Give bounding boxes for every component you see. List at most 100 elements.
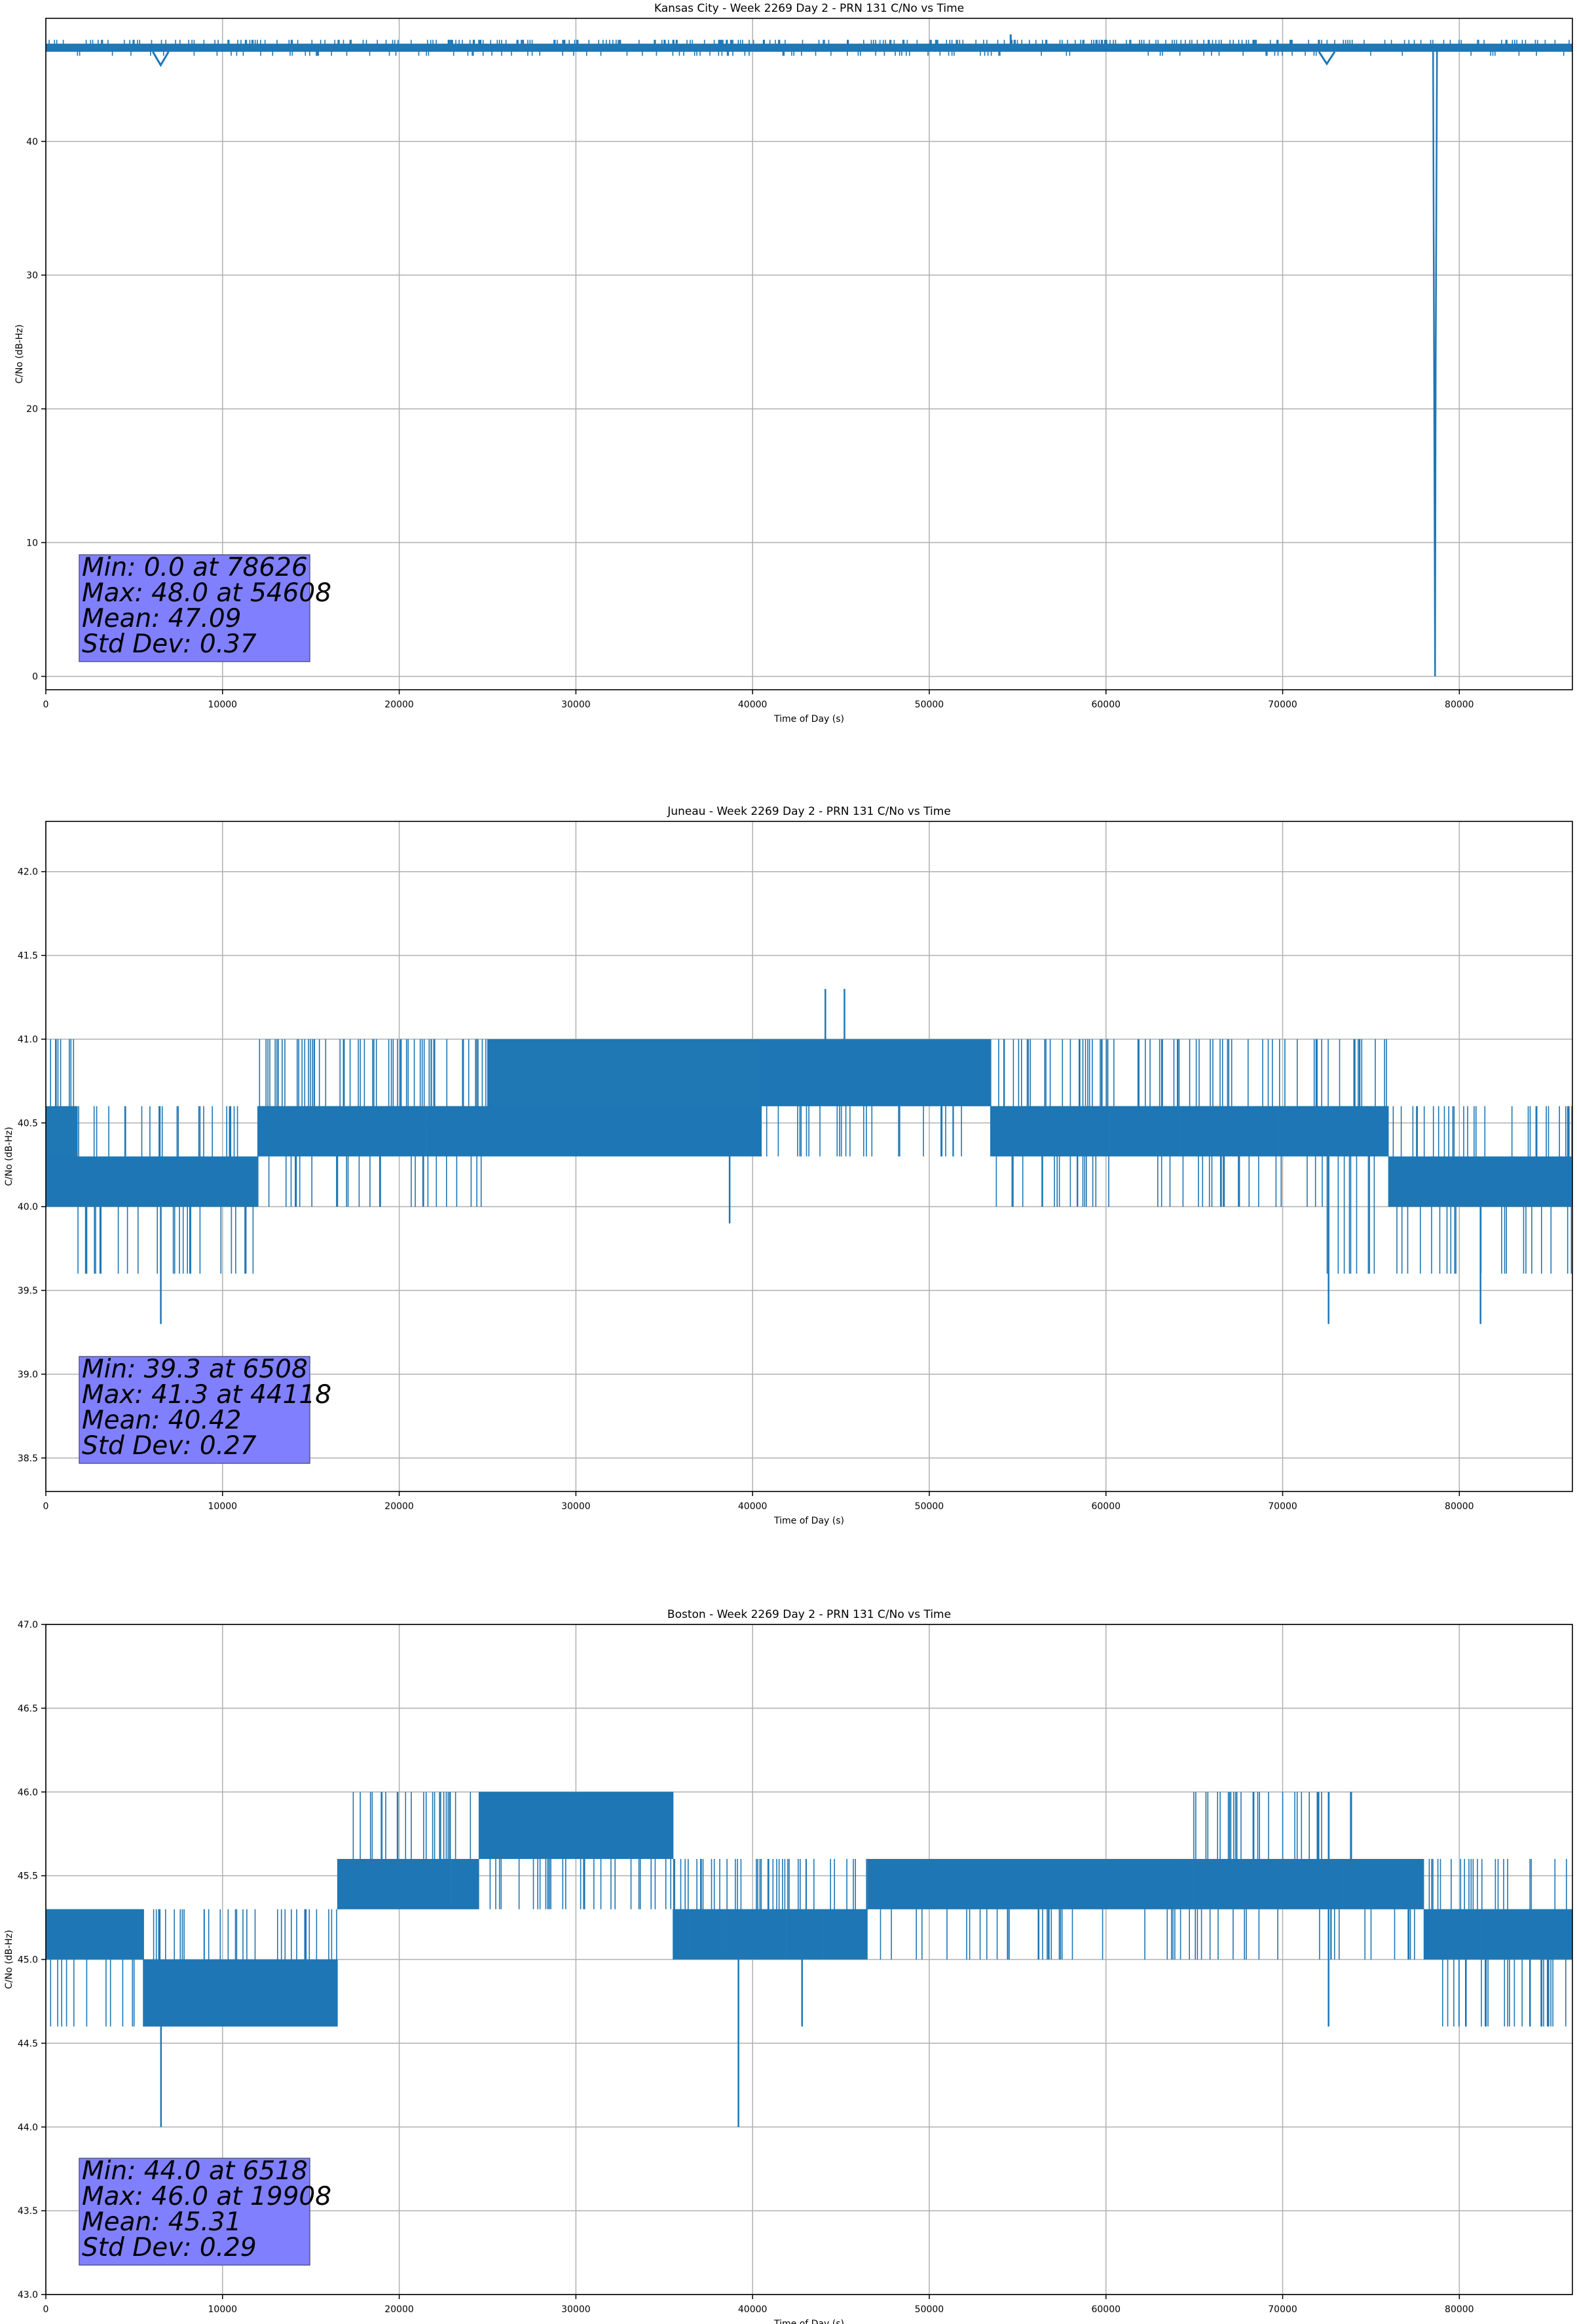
- stats-line: Max: 41.3 at 44118: [82, 1380, 331, 1410]
- y-tick-label: 40: [26, 137, 38, 147]
- data-series: [46, 988, 1572, 1324]
- series-band: [761, 1039, 992, 1106]
- x-tick-label: 80000: [1445, 2304, 1474, 2315]
- stats-line: Std Dev: 0.37: [82, 629, 257, 659]
- series-band: [673, 1909, 868, 1960]
- y-tick-label: 47.0: [18, 1620, 38, 1630]
- x-tick-label: 50000: [915, 700, 944, 710]
- x-tick-label: 20000: [384, 2304, 414, 2315]
- series-band: [1424, 1909, 1572, 1960]
- stats-box: [79, 554, 310, 662]
- x-tick-label: 50000: [915, 1501, 944, 1512]
- stats-line: Mean: 47.09: [82, 604, 241, 633]
- chart-title: Boston - Week 2269 Day 2 - PRN 131 C/No …: [667, 1608, 951, 1621]
- chart-panel: 0 10000 20000 30000 40000 50000 60000 70000 8000…: [14, 2, 1573, 724]
- data-series: [46, 34, 1572, 677]
- y-tick-label: 41.5: [18, 951, 38, 962]
- chart-panel: 0 10000 20000 30000 40000 50000 60000 70000 8000…: [4, 805, 1573, 1526]
- series-band: [257, 1106, 488, 1157]
- x-tick-label: 30000: [561, 1501, 591, 1512]
- series-dip: [152, 51, 170, 67]
- chart-panel: 0 10000 20000 30000 40000 50000 60000 70000 8000…: [4, 1608, 1573, 2324]
- series-band: [1176, 1859, 1354, 1909]
- x-tick-label: 70000: [1268, 700, 1297, 710]
- x-axis-label: Time of Day (s): [773, 1516, 844, 1526]
- y-tick-label: 45.5: [18, 1871, 38, 1882]
- y-tick-label: 0: [32, 672, 38, 683]
- x-tick-label: 60000: [1091, 700, 1121, 710]
- series-band: [1326, 1106, 1389, 1157]
- axes-frame: [45, 1624, 1573, 2295]
- y-axis-label: C/No (dB-Hz): [14, 324, 25, 383]
- series-band: [487, 1106, 762, 1157]
- y-tick-label: 45.0: [18, 1955, 38, 1966]
- y-tick-label: 44.5: [18, 2038, 38, 2049]
- series-band: [337, 1859, 479, 1909]
- axes-frame: [45, 821, 1573, 1492]
- x-tick-label: 10000: [208, 1501, 238, 1512]
- series-band: [991, 1106, 1327, 1157]
- chart-title: Juneau - Week 2269 Day 2 - PRN 131 C/No …: [667, 805, 951, 818]
- stats-line: Min: 0.0 at 78626: [82, 553, 308, 582]
- series-band: [46, 43, 1572, 52]
- x-tick-label: 60000: [1091, 2304, 1121, 2315]
- y-tick-label: 43.0: [18, 2290, 38, 2300]
- stats-line: Std Dev: 0.27: [82, 1431, 257, 1461]
- x-tick-label: 70000: [1268, 1501, 1297, 1512]
- series-band: [77, 1156, 258, 1207]
- x-tick-label: 10000: [208, 2304, 238, 2315]
- y-tick-label: 20: [26, 404, 38, 415]
- y-tick-label: 40.5: [18, 1118, 38, 1129]
- series-band: [1388, 1156, 1572, 1207]
- y-tick-label: 46.0: [18, 1788, 38, 1798]
- y-tick-label: 38.5: [18, 1453, 38, 1464]
- x-tick-label: 40000: [738, 700, 768, 710]
- y-tick-label: 39.5: [18, 1286, 38, 1296]
- stats-line: Max: 48.0 at 54608: [82, 578, 331, 608]
- x-tick-label: 40000: [738, 1501, 768, 1512]
- series-band: [143, 1959, 338, 2027]
- y-tick-label: 44.0: [18, 2122, 38, 2133]
- x-tick-label: 60000: [1091, 1501, 1121, 1512]
- axes-frame: [45, 18, 1573, 690]
- x-tick-label: 30000: [561, 700, 591, 710]
- series-band: [867, 1859, 1177, 1909]
- x-tick-label: 50000: [915, 2304, 944, 2315]
- series-dip: [1318, 51, 1336, 66]
- stats-line: Mean: 45.31: [82, 2207, 241, 2237]
- stats-line: Min: 39.3 at 6508: [82, 1355, 308, 1384]
- series-band: [478, 1791, 673, 1860]
- x-tick-label: 0: [43, 700, 49, 710]
- x-tick-label: 20000: [384, 1501, 414, 1512]
- stats-line: Mean: 40.42: [82, 1406, 241, 1435]
- y-tick-label: 10: [26, 538, 38, 548]
- y-axis-label: C/No (dB-Hz): [4, 1127, 14, 1186]
- x-tick-label: 10000: [208, 700, 238, 710]
- x-tick-label: 40000: [738, 2304, 768, 2315]
- x-axis-label: Time of Day (s): [773, 714, 844, 724]
- x-tick-label: 80000: [1445, 700, 1474, 710]
- stats-line: Min: 44.0 at 6518: [82, 2156, 308, 2186]
- series-band: [46, 1156, 78, 1207]
- y-tick-label: 30: [26, 271, 38, 281]
- series-band: [46, 1909, 143, 1960]
- x-tick-label: 30000: [561, 2304, 591, 2315]
- y-tick-label: 43.5: [18, 2206, 38, 2217]
- stats-line: Std Dev: 0.29: [82, 2233, 257, 2262]
- x-tick-label: 0: [43, 2304, 49, 2315]
- stats-box: [79, 2158, 310, 2266]
- x-tick-label: 80000: [1445, 1501, 1474, 1512]
- stats-box: [79, 1356, 310, 1464]
- y-tick-label: 40.0: [18, 1202, 38, 1212]
- chart-title: Kansas City - Week 2269 Day 2 - PRN 131 …: [654, 2, 964, 15]
- y-tick-label: 42.0: [18, 867, 38, 878]
- y-tick-label: 39.0: [18, 1370, 38, 1380]
- data-series: [46, 1791, 1572, 2127]
- x-tick-label: 0: [43, 1501, 49, 1512]
- y-tick-label: 41.0: [18, 1034, 38, 1045]
- y-tick-label: 46.5: [18, 1704, 38, 1714]
- x-tick-label: 20000: [384, 700, 414, 710]
- x-axis-label: Time of Day (s): [773, 2319, 844, 2324]
- x-tick-label: 70000: [1268, 2304, 1297, 2315]
